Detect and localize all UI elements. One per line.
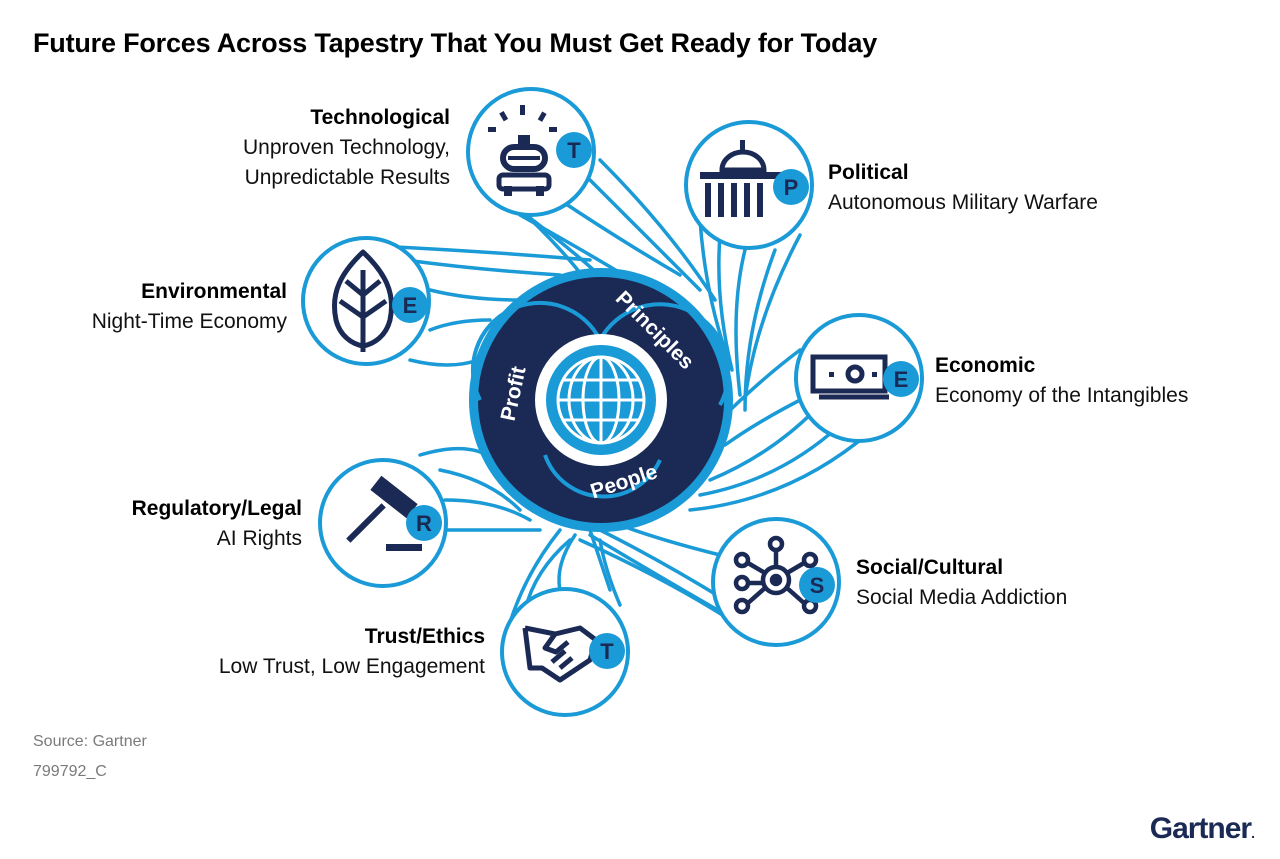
source-note: Source: Gartner xyxy=(33,733,147,750)
force-letter-environmental: E xyxy=(403,293,418,318)
force-name: Political xyxy=(828,161,909,184)
force-circle-regulatory: R xyxy=(318,458,448,588)
page-title: Future Forces Across Tapestry That You M… xyxy=(33,28,878,58)
force-label-technological: Technological Unproven Technology, Unpre… xyxy=(243,103,450,193)
force-description: Social Media Addiction xyxy=(856,586,1068,609)
force-name: Technological xyxy=(310,106,450,129)
force-label-political: Political Autonomous Military Warfare xyxy=(828,158,1098,218)
government-building-icon xyxy=(700,140,786,217)
force-circle-economic: E xyxy=(794,313,924,443)
logo-text: Gartner xyxy=(1149,812,1252,845)
force-circle-environmental: E xyxy=(301,236,431,366)
force-name: Regulatory/Legal xyxy=(131,497,302,520)
force-name: Environmental xyxy=(141,280,287,303)
logo-mark: . xyxy=(1251,825,1255,841)
robot-icon xyxy=(488,105,557,196)
core-divider-profit xyxy=(470,300,602,401)
force-letter-social: S xyxy=(810,573,825,598)
force-label-regulatory: Regulatory/Legal AI Rights xyxy=(132,494,302,554)
leaf-icon xyxy=(332,249,394,352)
force-letter-political: P xyxy=(784,175,799,200)
force-circle-technological: T xyxy=(466,87,596,217)
force-label-trust: Trust/Ethics Low Trust, Low Engagement xyxy=(219,622,485,682)
core-divider-principles xyxy=(598,302,731,406)
force-name: Social/Cultural xyxy=(856,556,1004,579)
force-description: Unpredictable Results xyxy=(244,166,450,189)
force-letter-economic: E xyxy=(894,367,909,392)
force-description: Unproven Technology, xyxy=(242,136,450,159)
force-description: Autonomous Military Warfare xyxy=(828,191,1098,214)
force-description: Night-Time Economy xyxy=(91,310,287,333)
force-label-economic: Economic Economy of the Intangibles xyxy=(935,351,1188,411)
force-label-environmental: Environmental Night-Time Economy xyxy=(92,277,287,337)
force-letter-technological: T xyxy=(567,138,581,163)
force-circle-social: S xyxy=(711,517,841,647)
core-hub: Principles Profit People xyxy=(469,268,733,532)
force-description: Economy of the Intangibles xyxy=(935,384,1189,407)
connector-lines xyxy=(353,158,872,642)
force-label-social: Social/Cultural Social Media Addiction xyxy=(856,553,1067,613)
document-id: 799792_C xyxy=(33,763,107,780)
globe-icon xyxy=(556,355,646,445)
network-icon xyxy=(733,535,819,615)
core-divider-people xyxy=(543,454,662,499)
force-description: AI Rights xyxy=(216,527,302,550)
force-description: Low Trust, Low Engagement xyxy=(218,655,485,678)
force-letter-regulatory: R xyxy=(416,511,432,536)
force-circle-trust: T xyxy=(500,587,630,717)
force-letter-trust: T xyxy=(600,639,614,664)
gartner-logo: Gartner. xyxy=(1149,812,1255,846)
gavel-icon xyxy=(346,475,422,551)
force-circle-political: P xyxy=(684,120,814,250)
force-name: Trust/Ethics xyxy=(364,625,485,648)
force-name: Economic xyxy=(935,354,1036,377)
